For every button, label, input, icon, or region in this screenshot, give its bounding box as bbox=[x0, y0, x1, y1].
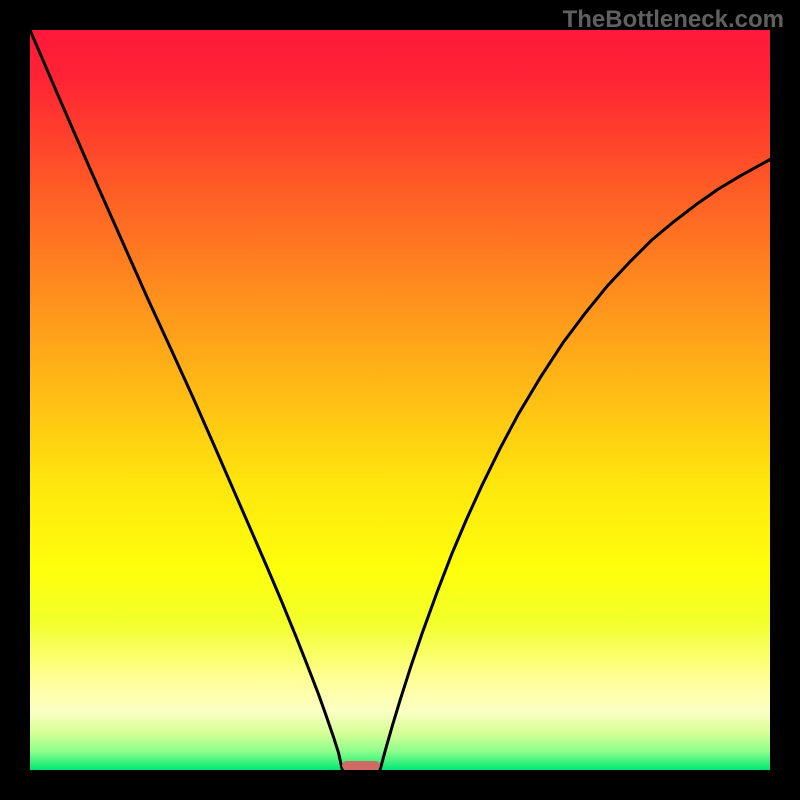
plot-area bbox=[30, 30, 770, 770]
curve-right-curve bbox=[380, 160, 770, 771]
curves-svg bbox=[30, 30, 770, 770]
curve-left-curve bbox=[30, 30, 342, 770]
bottleneck-marker bbox=[342, 761, 380, 771]
